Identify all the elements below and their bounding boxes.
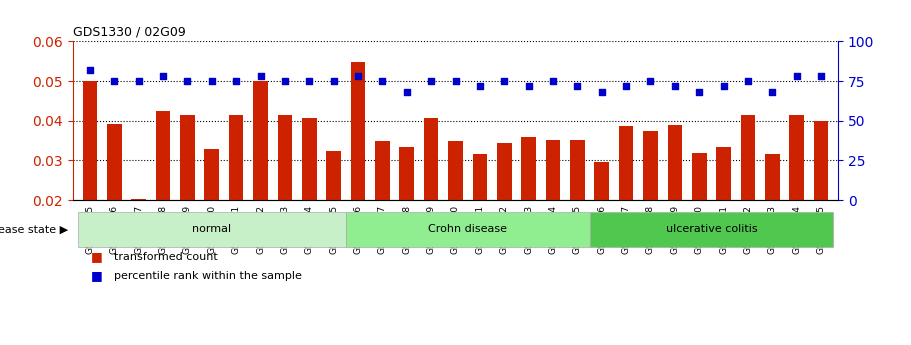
Bar	[326, 150, 341, 200]
Point	[448, 78, 463, 84]
Point	[326, 78, 341, 84]
Bar	[253, 81, 268, 200]
Bar	[204, 148, 220, 200]
Point	[741, 78, 755, 84]
Point	[156, 73, 170, 79]
Point	[399, 89, 414, 95]
Bar	[814, 121, 828, 200]
Text: GDS1330 / 02G09: GDS1330 / 02G09	[73, 26, 186, 39]
Bar	[691, 153, 707, 200]
Bar	[668, 125, 682, 200]
Point	[595, 89, 609, 95]
Bar	[546, 140, 560, 200]
Bar	[741, 115, 755, 200]
Point	[546, 78, 560, 84]
Point	[521, 83, 536, 89]
Bar	[107, 124, 122, 200]
Text: ■: ■	[91, 250, 103, 264]
Text: disease state ▶: disease state ▶	[0, 225, 68, 234]
Bar	[789, 115, 804, 200]
Bar	[156, 111, 170, 200]
Point	[107, 78, 121, 84]
Point	[253, 73, 268, 79]
Bar	[448, 141, 463, 200]
Bar	[229, 115, 243, 200]
Point	[570, 83, 585, 89]
Bar	[619, 126, 633, 200]
Point	[83, 67, 97, 73]
Bar	[375, 141, 390, 200]
Point	[814, 73, 828, 79]
Point	[204, 78, 219, 84]
Bar	[496, 142, 512, 200]
Bar	[278, 115, 292, 200]
Point	[229, 78, 243, 84]
Point	[643, 78, 658, 84]
Point	[668, 83, 682, 89]
Point	[375, 78, 390, 84]
Point	[302, 78, 316, 84]
Point	[716, 83, 731, 89]
Bar	[716, 147, 731, 200]
Point	[765, 89, 780, 95]
Text: normal: normal	[192, 225, 231, 234]
Point	[351, 73, 365, 79]
Bar	[131, 199, 146, 200]
Bar	[643, 131, 658, 200]
Point	[180, 78, 195, 84]
Bar	[570, 140, 585, 200]
Bar	[594, 162, 609, 200]
Point	[424, 78, 438, 84]
Text: percentile rank within the sample: percentile rank within the sample	[114, 271, 302, 281]
Bar	[399, 147, 415, 200]
Text: ulcerative colitis: ulcerative colitis	[666, 225, 757, 234]
Point	[278, 78, 292, 84]
Bar	[180, 115, 195, 200]
Bar	[424, 118, 438, 200]
Bar	[302, 118, 317, 200]
Text: Crohn disease: Crohn disease	[428, 225, 507, 234]
Bar	[83, 81, 97, 200]
Bar	[351, 62, 365, 200]
Bar	[765, 155, 780, 200]
Bar	[521, 137, 536, 200]
Point	[692, 89, 707, 95]
Point	[790, 73, 804, 79]
Point	[131, 78, 146, 84]
Point	[473, 83, 487, 89]
Point	[619, 83, 633, 89]
Point	[497, 78, 512, 84]
Text: ■: ■	[91, 269, 103, 283]
Text: transformed count: transformed count	[114, 252, 218, 262]
Bar	[473, 155, 487, 200]
